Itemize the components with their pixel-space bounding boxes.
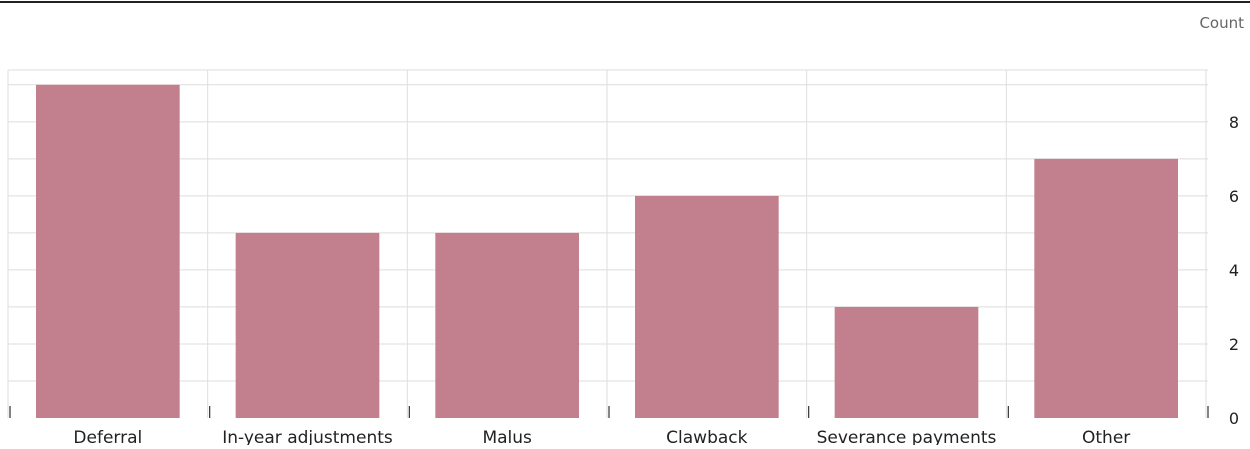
x-tick-label: Clawback — [666, 428, 747, 445]
x-tick-label: Deferral — [73, 428, 142, 445]
axes: Deferral In-year adjustments Malus Clawback… — [9, 113, 1239, 448]
y-tick-label: 2 — [1229, 335, 1239, 354]
x-tick-label: Other — [1082, 428, 1130, 445]
bar — [435, 232, 579, 418]
y-axis-label: Count — [1199, 14, 1244, 32]
x-tick-label: In-year adjustments — [222, 428, 393, 445]
bars — [36, 84, 1178, 419]
y-tick-label: 8 — [1229, 113, 1239, 132]
grid — [7, 69, 1208, 418]
x-tick-label: Malus — [482, 428, 532, 445]
bar — [635, 195, 779, 418]
y-tick-label: 4 — [1229, 261, 1239, 280]
bar — [235, 232, 380, 418]
x-tick-label: Severance payments — [817, 428, 997, 445]
y-tick-label: 6 — [1229, 187, 1239, 206]
bar — [834, 306, 979, 418]
bar — [1034, 158, 1178, 418]
bar — [36, 84, 180, 419]
y-tick-label: 0 — [1229, 409, 1239, 428]
